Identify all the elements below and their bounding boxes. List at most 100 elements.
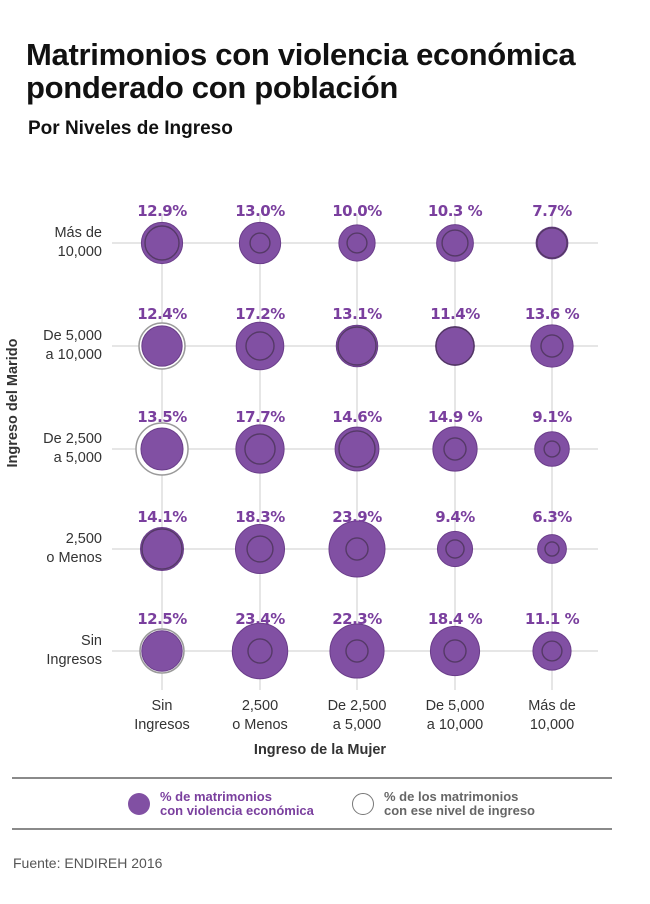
legend-item-population: % de los matrimonios con ese nivel de in… [352,790,535,818]
y-tick-line: Más de [54,225,102,241]
y-tick-line: o Menos [46,550,102,566]
bubble-value-label: 13.1% [332,305,382,323]
bubble-value-label: 10.3 % [428,202,483,220]
bubble-value-label: 7.7% [532,202,572,220]
bubble-value-label: 17.2% [235,305,285,323]
y-tick-label: Sin Ingresos [46,632,102,670]
bubble-value-label: 6.3% [532,508,572,526]
bubble-value-label: 11.4% [430,305,480,323]
violence-bubble [338,224,376,262]
x-tick-line: De 5,000 [425,698,485,714]
x-tick-line: De 2,500 [327,698,387,714]
population-circle [337,326,377,366]
legend-label-population: % de los matrimonios con ese nivel de in… [384,790,535,818]
population-circle [144,225,180,261]
population-circle [345,537,369,561]
population-circle [141,528,183,570]
y-tick-label: 2,500 o Menos [46,530,102,568]
violence-bubble [235,321,285,371]
violence-bubble [238,221,282,265]
bubble-value-label: 17.7% [235,408,285,426]
title-line-2: ponderado con población [26,70,398,105]
legend-item-violence: % de matrimonios con violencia económica [128,790,314,818]
y-tick-line: De 2,500 [43,431,102,447]
population-circle [543,440,561,458]
y-tick-line: Sin [81,633,102,649]
bubble-value-label: 18.3% [235,508,285,526]
bubble-value-label: 18.4 % [428,610,483,628]
x-tick-line: Sin [151,698,173,714]
violence-bubble [140,221,184,265]
violence-bubble [429,625,481,677]
violence-bubble [432,426,478,472]
bubble-value-label: 13.6 % [525,305,580,323]
violence-bubble [141,630,183,672]
population-circle [246,535,274,563]
violence-bubble [334,426,380,472]
population-circle [346,232,368,254]
x-tick-label: De 5,000 a 10,000 [400,697,510,735]
bubble-value-label: 10.0% [332,202,382,220]
population-circle [247,638,273,664]
x-tick-line: 10,000 [529,717,575,733]
y-tick-label: De 2,500 a 5,000 [43,430,102,468]
population-circle [541,640,563,662]
legend-label-line: con ese nivel de ingreso [384,803,535,818]
population-circle [338,430,376,468]
y-tick-label: Más de 10,000 [54,224,102,262]
population-circle [445,539,465,559]
legend-label-line: % de matrimonios [160,789,272,804]
title-line-1: Matrimonios con violencia económica [26,37,576,72]
violence-bubble [140,427,184,471]
violence-bubble [535,226,569,260]
x-tick-label: Sin Ingresos [107,697,217,735]
violence-bubble [532,631,572,671]
population-circle [540,334,564,358]
x-tick-line: o Menos [232,717,288,733]
x-tick-label: Más de 10,000 [497,697,607,735]
violence-bubble [231,622,289,680]
bubble-value-label: 12.4% [137,305,187,323]
x-tick-line: Ingresos [134,717,190,733]
chart-subtitle: Por Niveles de Ingreso [28,118,233,139]
chart-title: Matrimonios con violencia económica pond… [26,37,576,105]
bubble-value-label: 14.1% [137,508,187,526]
filled-circle-icon [128,793,150,815]
violence-bubble [335,324,379,368]
bubble-value-label: 9.1% [532,408,572,426]
x-tick-label: 2,500 o Menos [205,697,315,735]
y-tick-line: De 5,000 [43,328,102,344]
population-circle [244,433,276,465]
y-tick-line: 10,000 [57,244,102,260]
outline-circle-icon [352,793,374,815]
x-tick-line: Más de [528,698,576,714]
population-circle [443,639,467,663]
violence-bubble [235,424,285,474]
violence-bubble [530,324,574,368]
violence-bubble [534,431,570,467]
y-axis-title: Ingreso del Marido [5,338,21,468]
population-circle [245,331,275,361]
x-axis-title: Ingreso de la Mujer [253,742,387,758]
legend-bottom-rule [12,828,612,830]
bubble-value-label: 13.0% [235,202,285,220]
bubble-value-label: 14.9 % [428,408,483,426]
violence-bubble [328,520,386,578]
population-circle [441,229,469,257]
population-circle [544,541,560,557]
y-tick-line: 2,500 [65,531,102,547]
y-tick-line: a 10,000 [45,347,102,363]
bubble-value-label: 23.9% [332,508,382,526]
legend-top-rule [12,777,612,779]
bubble-value-label: 13.5% [137,408,187,426]
bubble-value-label: 22.3% [332,610,382,628]
y-tick-line: a 5,000 [53,450,102,466]
population-circle [443,437,467,461]
bubble-value-label: 23.4% [235,610,285,628]
x-tick-line: a 10,000 [426,717,484,733]
population-circle [249,232,271,254]
bubble-value-label: 9.4% [435,508,475,526]
violence-bubble [436,530,474,568]
x-tick-line: 2,500 [241,698,279,714]
